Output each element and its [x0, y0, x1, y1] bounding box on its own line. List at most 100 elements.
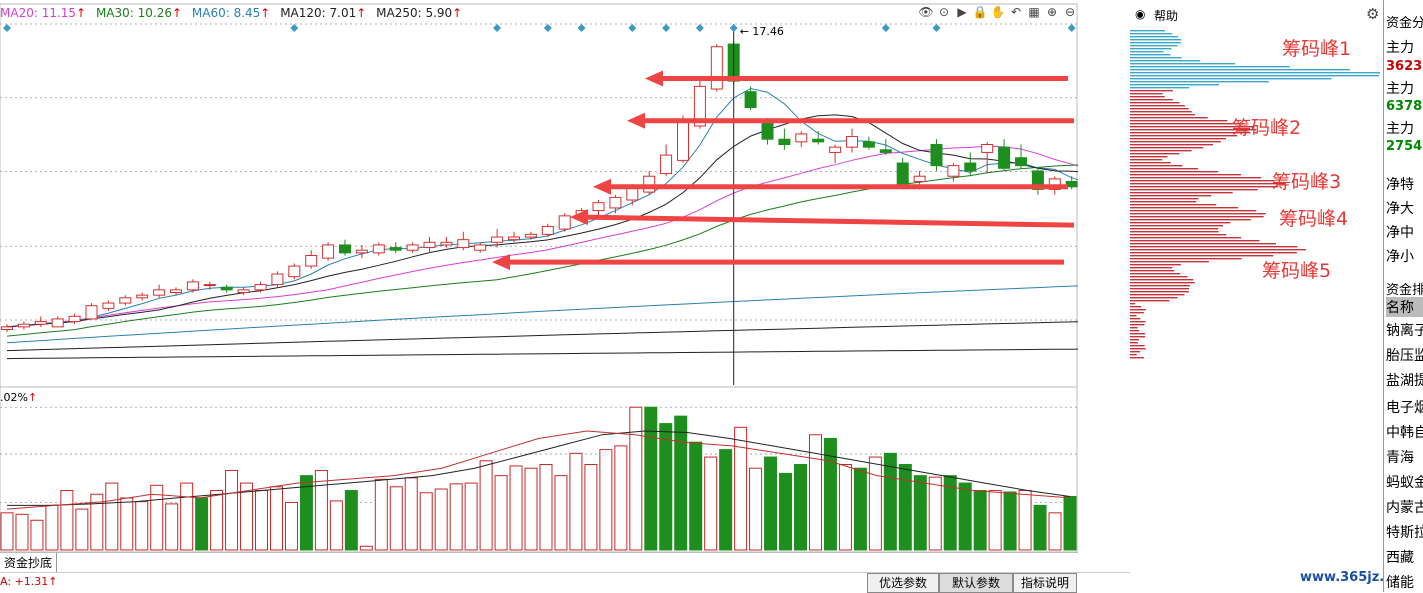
- candle: [896, 162, 909, 185]
- name-column-header[interactable]: 名称: [1386, 297, 1423, 317]
- up-arrow-icon: ↑: [27, 391, 38, 404]
- chip-peak-arrow-head: [570, 209, 588, 226]
- chip-bar: [1130, 66, 1290, 68]
- default-params-button[interactable]: 默认参数: [939, 573, 1013, 593]
- chip-bar: [1130, 39, 1182, 41]
- candle: [541, 225, 554, 235]
- chip-bar: [1130, 213, 1266, 215]
- chip-bar: [1130, 339, 1139, 341]
- volume-bar: [1063, 495, 1077, 551]
- volume-bar: [794, 463, 808, 551]
- chip-bar: [1130, 69, 1351, 71]
- chip-bar: [1130, 225, 1224, 227]
- list-item[interactable]: 蚂蚁金: [1386, 475, 1423, 491]
- volume-bar: [180, 482, 194, 551]
- candle: [68, 315, 81, 323]
- tab-zijin-chaodi[interactable]: 资金抄底: [0, 553, 58, 572]
- volume-bar: [808, 434, 822, 551]
- optimize-params-button[interactable]: 优选参数: [867, 573, 939, 593]
- candle: [660, 154, 673, 175]
- list-item[interactable]: 盐湖提: [1386, 373, 1423, 389]
- list-item[interactable]: 钠离子: [1386, 323, 1423, 339]
- help-label[interactable]: 帮助: [1154, 9, 1179, 23]
- list-item[interactable]: 青海: [1386, 450, 1414, 466]
- list-item[interactable]: 特斯拉: [1386, 525, 1423, 541]
- volume-bar: [90, 493, 104, 551]
- candle: [237, 289, 250, 294]
- chip-bar: [1130, 324, 1145, 326]
- help-icon[interactable]: ◉: [1135, 7, 1146, 21]
- volume-bar: [269, 486, 283, 551]
- net-small: 净小: [1386, 249, 1414, 265]
- hand-icon[interactable]: ✋: [990, 5, 1006, 19]
- chip-bar: [1130, 189, 1258, 191]
- zoom-icon[interactable]: ⊙: [938, 5, 950, 19]
- candle: [474, 244, 487, 251]
- candle: [677, 120, 689, 161]
- chip-bar: [1130, 267, 1173, 269]
- candle: [981, 144, 994, 153]
- eye-icon[interactable]: 👁: [918, 5, 934, 19]
- gear-icon[interactable]: ⚙: [1366, 5, 1380, 23]
- fund-flow-panel: 资金分 主力 3623. 主力 6378. 主力 2754. 净特 净大 净中 …: [1383, 0, 1423, 592]
- chip-bar: [1130, 261, 1209, 263]
- volume-bar: [719, 449, 733, 551]
- volume-bar: [958, 482, 972, 551]
- indicator-help-button[interactable]: 指标说明: [1013, 573, 1077, 593]
- volume-bar: [419, 492, 433, 551]
- bars-icon[interactable]: ▦: [1028, 5, 1040, 19]
- candle: [508, 236, 520, 241]
- candle: [558, 215, 571, 230]
- list-item[interactable]: 胎压监: [1386, 348, 1423, 364]
- chip-bar: [1130, 219, 1251, 221]
- volume-bar: [464, 482, 478, 551]
- chip-bar: [1130, 342, 1138, 344]
- chip-bar: [1130, 108, 1189, 110]
- volume-bar: [749, 467, 763, 551]
- chip-bar: [1130, 123, 1244, 125]
- list-item[interactable]: 中韩自: [1386, 425, 1423, 441]
- chip-bar: [1130, 144, 1213, 146]
- volume-bar: [210, 490, 224, 551]
- volume-bar: [599, 449, 613, 551]
- candle: [186, 281, 199, 291]
- indicator-a-value: A: +1.31↑: [0, 575, 58, 588]
- bottom-bar: A: +1.31↑ 优选参数 默认参数 指标说明: [0, 572, 1130, 593]
- chip-bar: [1130, 51, 1164, 53]
- chip-bar: [1130, 135, 1238, 137]
- lock-icon[interactable]: 🔒: [972, 5, 988, 19]
- list-item[interactable]: 内蒙古: [1386, 500, 1423, 516]
- candle: [879, 149, 892, 153]
- list-item[interactable]: 西藏: [1386, 550, 1414, 566]
- signal-diamond: [695, 24, 704, 32]
- chip-bar: [1130, 186, 1279, 188]
- chip-bar: [1130, 90, 1173, 92]
- volume-bar: [105, 482, 119, 551]
- chip-bar: [1130, 240, 1260, 242]
- chip-bar: [1130, 207, 1239, 209]
- minus-icon[interactable]: ⊖: [1064, 5, 1076, 19]
- volume-bar: [853, 467, 867, 551]
- undo-icon[interactable]: ↶: [1010, 5, 1022, 19]
- candle: [34, 321, 47, 325]
- chip-bar: [1130, 150, 1192, 152]
- play-icon[interactable]: ▶: [957, 5, 967, 19]
- chip-bar: [1130, 291, 1189, 293]
- chip-bar: [1130, 171, 1219, 173]
- chip-peak-label-4: 筹码峰4: [1279, 208, 1349, 230]
- volume-bar: [135, 501, 149, 551]
- chip-bar: [1130, 33, 1173, 35]
- main-force-label-1: 主力: [1386, 40, 1414, 56]
- list-item[interactable]: 储能: [1386, 575, 1414, 591]
- volume-bar: [344, 490, 358, 551]
- candlestick-chart[interactable]: 18.1615.3712.589.756.960.1920.1290.064← …: [0, 0, 1078, 592]
- chip-peak-arrow-head: [645, 70, 663, 87]
- candle: [203, 284, 216, 287]
- chip-bar: [1130, 273, 1181, 275]
- list-item[interactable]: 电子烟: [1386, 400, 1423, 416]
- plus-icon[interactable]: ⊕: [1046, 5, 1058, 19]
- chip-bar: [1130, 276, 1188, 278]
- chip-bar: [1130, 96, 1165, 98]
- chip-bar: [1130, 312, 1144, 314]
- candle: [744, 91, 757, 109]
